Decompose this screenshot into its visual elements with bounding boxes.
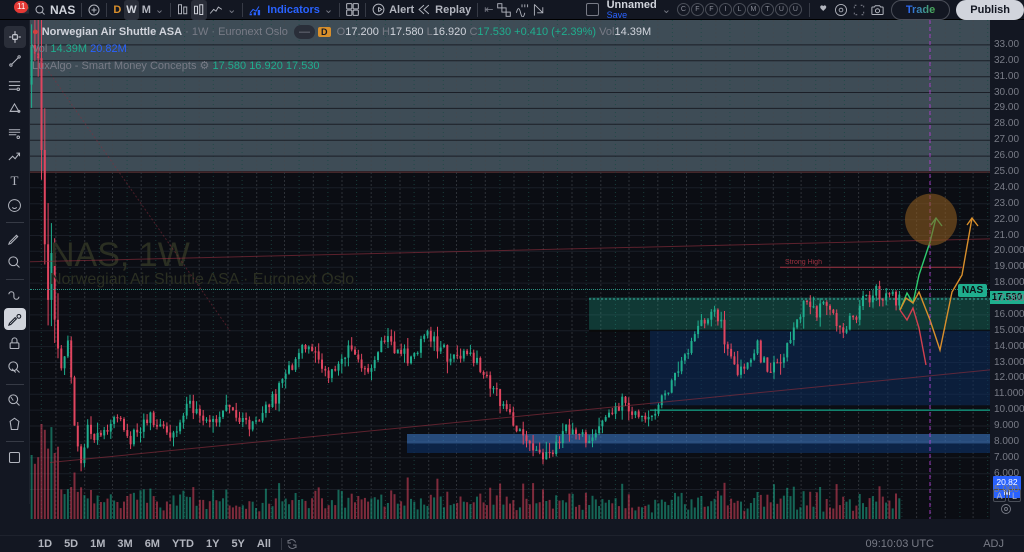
svg-text:Strong High: Strong High: [785, 259, 822, 266]
